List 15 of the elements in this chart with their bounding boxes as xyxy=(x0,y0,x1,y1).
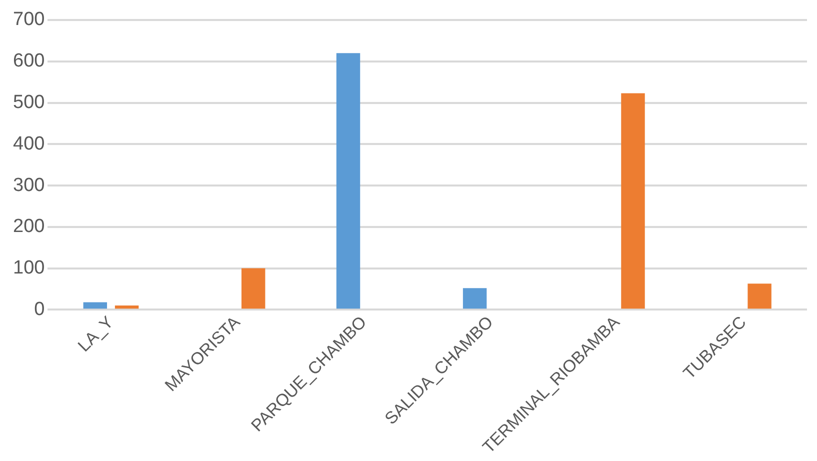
bar xyxy=(748,284,772,309)
y-tick-label: 100 xyxy=(13,258,45,279)
bar xyxy=(336,53,360,309)
y-tick-label: 700 xyxy=(13,9,45,30)
bar xyxy=(114,306,139,309)
y-tick-label: 300 xyxy=(13,174,45,196)
y-tick-label: 0 xyxy=(34,298,45,320)
bar xyxy=(241,268,266,309)
bar xyxy=(462,288,487,309)
y-tick-label: 400 xyxy=(13,133,45,154)
bar xyxy=(621,93,645,309)
y-tick-label: 600 xyxy=(13,50,45,72)
y-tick-label: 200 xyxy=(13,216,45,238)
bar xyxy=(83,302,108,309)
y-tick-label: 500 xyxy=(13,92,45,113)
